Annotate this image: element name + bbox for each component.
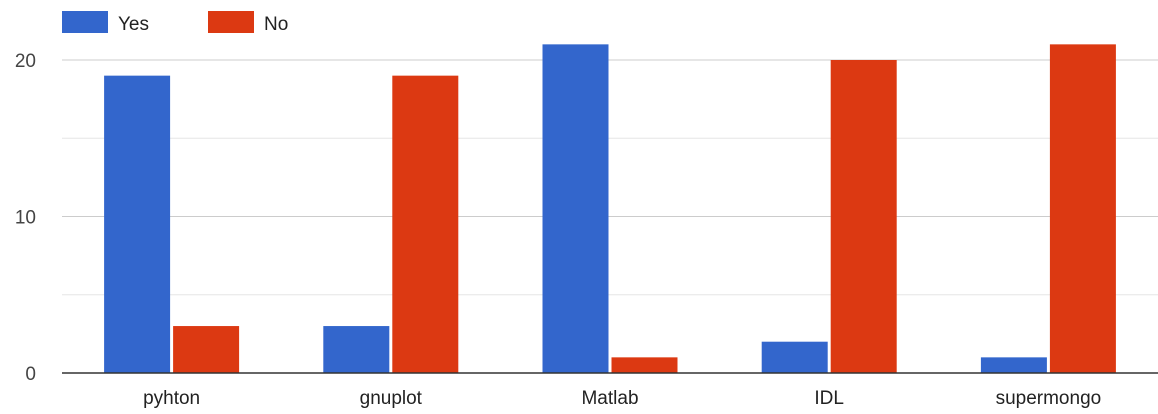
legend-swatch-no — [208, 11, 254, 33]
x-tick-label: gnuplot — [360, 388, 423, 409]
bar-yes-matlab[interactable] — [542, 44, 609, 373]
legend-label-yes: Yes — [118, 14, 149, 35]
x-tick-label: supermongo — [996, 388, 1102, 409]
y-tick-label: 10 — [15, 208, 36, 229]
bars — [104, 44, 1116, 374]
bar-no-pyhton[interactable] — [173, 326, 240, 373]
bar-no-idl[interactable] — [830, 60, 897, 373]
bar-yes-supermongo[interactable] — [980, 357, 1047, 373]
bar-no-gnuplot[interactable] — [392, 75, 459, 374]
y-tick-label: 20 — [15, 51, 36, 72]
bar-yes-pyhton[interactable] — [104, 75, 171, 374]
axes: 0 10 20 pyhton gnuplot Matlab IDL supermongo — [15, 51, 1158, 409]
legend-swatch-yes — [62, 11, 108, 33]
gridlines — [62, 59, 1158, 296]
x-tick-label: Matlab — [581, 388, 638, 409]
bar-no-supermongo[interactable] — [1049, 44, 1116, 373]
legend-label-no: No — [264, 14, 288, 35]
bar-yes-gnuplot[interactable] — [323, 326, 390, 373]
bar-yes-idl[interactable] — [761, 341, 828, 373]
y-tick-label: 0 — [25, 364, 36, 385]
x-tick-label: pyhton — [143, 388, 200, 409]
x-tick-label: IDL — [814, 388, 844, 409]
legend[interactable]: Yes No — [62, 11, 288, 35]
bar-no-matlab[interactable] — [611, 357, 678, 373]
